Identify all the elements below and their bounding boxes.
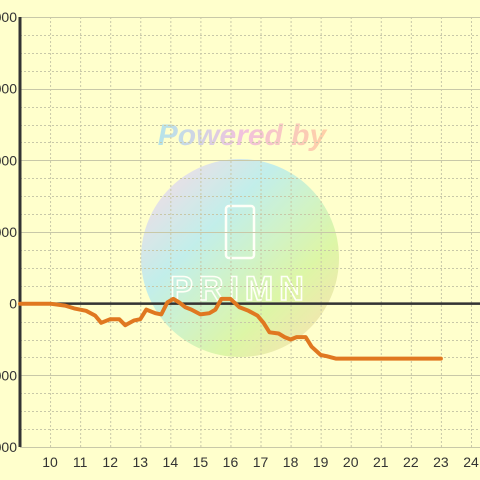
series-line — [18, 296, 443, 361]
x-tick-label: 12 — [102, 454, 118, 470]
tick-labels: 12,000 9,000 6,000 3,000 0 -3,000 -6,000 10 11 12… — [0, 9, 479, 470]
x-tick-label: 17 — [253, 454, 269, 470]
x-tick-label: 15 — [193, 454, 209, 470]
grid — [20, 17, 480, 448]
series-layer — [18, 296, 443, 361]
x-tick-label: 10 — [42, 454, 58, 470]
x-tick-label: 22 — [403, 454, 419, 470]
y-tick-label: 12,000 — [0, 9, 17, 25]
x-tick-label: 20 — [343, 454, 359, 470]
y-tick-label: 9,000 — [0, 81, 17, 97]
x-tick-label: 16 — [223, 454, 239, 470]
x-tick-label: 24 — [463, 454, 479, 470]
x-tick-label: 23 — [433, 454, 449, 470]
x-tick-label: 19 — [313, 454, 329, 470]
x-tick-label: 21 — [373, 454, 389, 470]
y-tick-label: 3,000 — [0, 224, 17, 240]
y-tick-label: -3,000 — [0, 367, 17, 383]
y-tick-label: 0 — [9, 296, 17, 312]
y-tick-label: -6,000 — [0, 439, 17, 455]
axes — [18, 17, 480, 447]
watermark-brand-text: PRIMN — [170, 270, 310, 308]
x-tick-label: 13 — [132, 454, 148, 470]
x-tick-label: 18 — [283, 454, 299, 470]
x-tick-label: 14 — [163, 454, 179, 470]
x-tick-label: 11 — [73, 454, 88, 470]
watermark-powered-by-text: Powered by — [158, 119, 328, 152]
y-tick-label: 6,000 — [0, 152, 17, 168]
